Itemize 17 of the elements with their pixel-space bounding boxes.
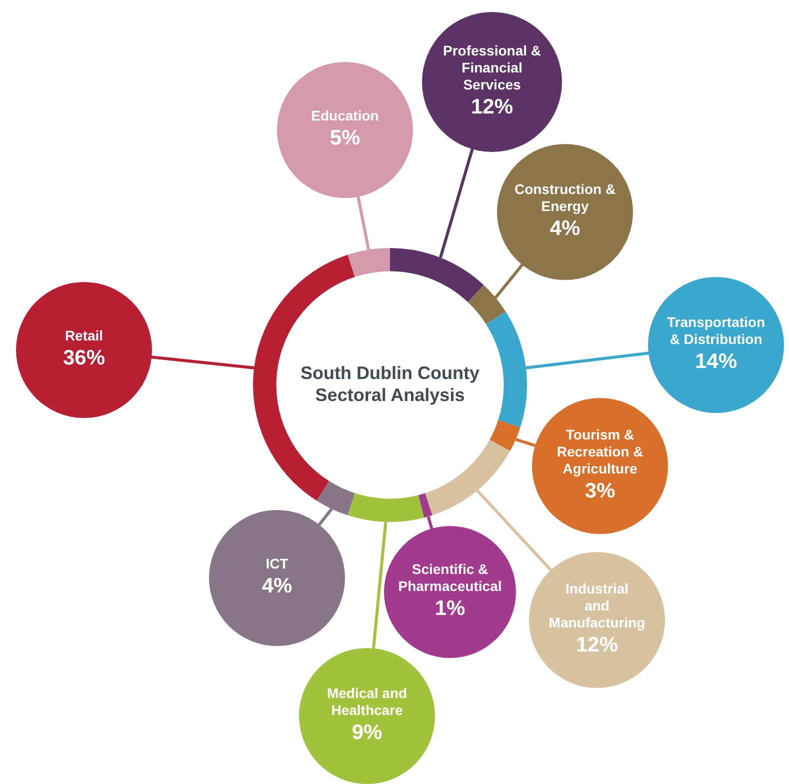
data-label: 9%	[352, 720, 382, 744]
data-label: 12%	[576, 633, 618, 656]
text: South Dublin County Sectoral Analysis	[300, 362, 480, 405]
data-label: 12%	[470, 95, 514, 118]
data-label: 4%	[262, 574, 292, 598]
slice-label: Professional & Financial Services	[442, 42, 542, 92]
data-label: 14%	[694, 350, 738, 373]
slice-label: Transportation & Distribution	[666, 314, 766, 347]
slice-label: Retail	[64, 327, 104, 344]
slice-label: Construction & Energy	[514, 180, 616, 214]
slice-label: Education	[311, 107, 379, 124]
slice-label: Medical and Healthcare	[326, 684, 408, 718]
data-label: 1%	[434, 596, 466, 620]
slice-label: Industrial and Manufacturing	[548, 580, 646, 630]
data-label: 36%	[62, 346, 106, 370]
slice-label: Scientific & Pharmaceutical	[398, 560, 502, 594]
data-label: 3%	[584, 479, 616, 502]
